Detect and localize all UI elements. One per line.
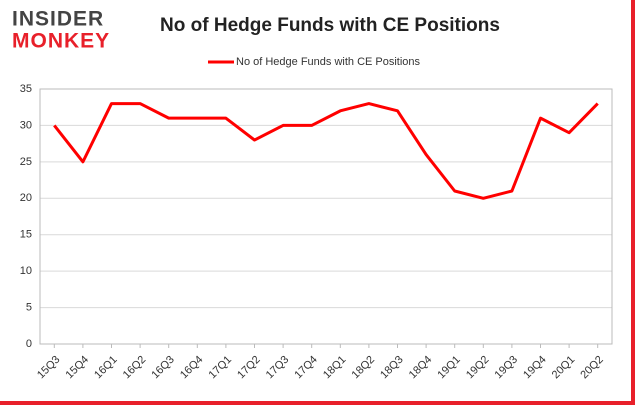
y-tick-label: 5 — [26, 301, 32, 313]
chart-title: No of Hedge Funds with CE Positions — [160, 15, 500, 36]
y-tick-label: 20 — [20, 192, 32, 204]
y-tick-label: 25 — [20, 156, 32, 168]
plot-border — [39, 88, 613, 345]
logo-top: INSIDER — [12, 8, 104, 31]
data-line — [53, 102, 599, 200]
y-tick-label: 35 — [20, 83, 32, 95]
y-tick-label: 15 — [20, 229, 32, 241]
y-tick-label: 0 — [26, 338, 32, 350]
y-tick-label: 10 — [20, 265, 32, 277]
y-tick-label: 30 — [20, 119, 32, 131]
legend-label: No of Hedge Funds with CE Positions — [236, 56, 421, 68]
logo-bottom: MONKEY — [12, 30, 110, 53]
